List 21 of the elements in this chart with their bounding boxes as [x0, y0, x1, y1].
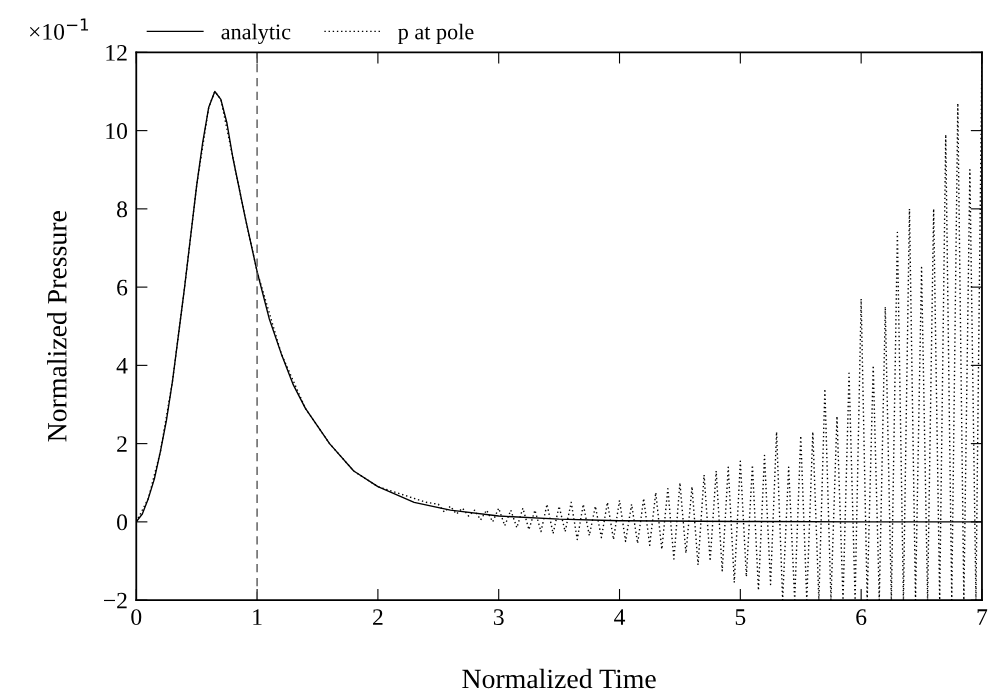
y-tick-label: 12 — [106, 44, 127, 61]
x-tick-label: 7 — [977, 609, 988, 625]
legend-label: p at pole — [398, 23, 474, 44]
x-axis-title: Normalized Time — [462, 668, 656, 689]
x-tick-label: 0 — [131, 609, 142, 626]
y-tick-label: 0 — [117, 514, 128, 531]
x-tick-label: 5 — [735, 609, 746, 626]
y-tick-label: 6 — [117, 279, 128, 296]
text: ×10$^{−1}$ — [29, 18, 89, 40]
x-tick-label: 3 — [493, 609, 504, 626]
x-tick-label: 2 — [373, 609, 383, 625]
x-tick-label: 1 — [253, 609, 262, 625]
y-tick-label: 10 — [106, 123, 128, 140]
x-tick-label: 4 — [614, 609, 626, 625]
y-tick-label: 4 — [116, 358, 128, 374]
legend-label: analytic — [221, 23, 291, 44]
y-tick-label: 2 — [117, 436, 127, 452]
y-axis-title: Normalized Pressure — [47, 211, 67, 442]
x-tick-label: 6 — [856, 609, 867, 626]
y-tick-label: 8 — [117, 201, 128, 218]
y-tick-label: −2 — [104, 592, 127, 609]
